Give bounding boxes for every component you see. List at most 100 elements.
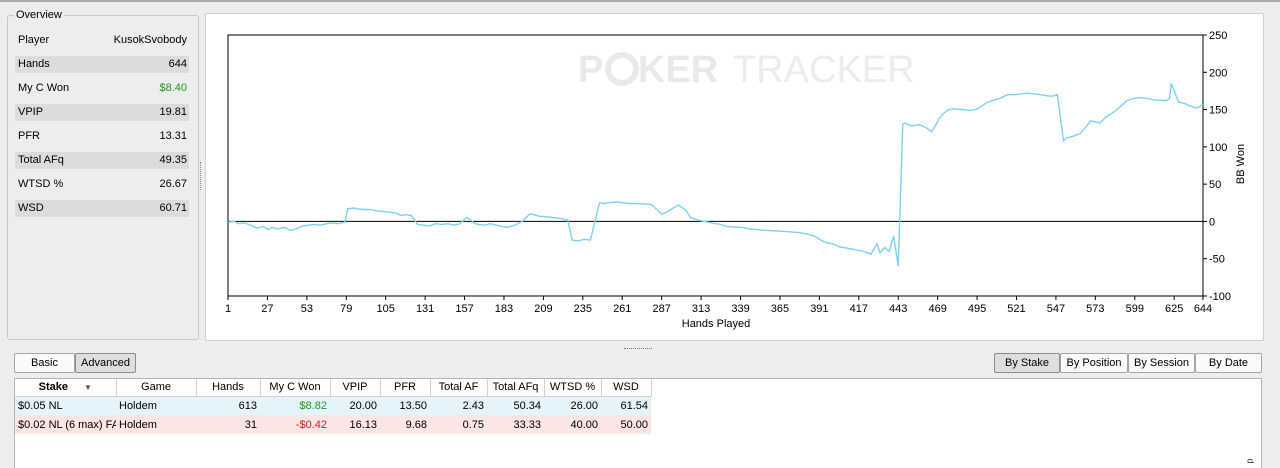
overview-panel: [7, 15, 199, 340]
col-header-stake-label: Stake: [38, 381, 68, 394]
bb-won-chart: P KER TRACKER 1 27 53 79 105 131 157 183 209 235 2…: [225, 30, 1247, 330]
overview-row: Total AFq 49.35: [15, 152, 189, 169]
x-tick-label: 599: [1126, 303, 1144, 315]
by-date-tab[interactable]: By Date: [1195, 353, 1262, 373]
cell-wtsd: 26.00: [544, 396, 601, 415]
cell-stake: $0.02 NL (6 max) FAST: [15, 415, 116, 434]
overview-row-label: Player: [18, 34, 50, 46]
cell-total-afq: 50.34: [487, 396, 544, 415]
overview-row-label: VPIP: [18, 106, 44, 118]
x-tick-label: 547: [1047, 303, 1065, 315]
cell-total-af: 0.75: [430, 415, 487, 434]
overview-row-value: 60.71: [159, 202, 187, 214]
x-tick-label: 521: [1007, 303, 1025, 315]
watermark-text-tracker: TRACKER: [733, 49, 915, 91]
x-tick-label: 339: [731, 303, 749, 315]
x-tick-label: 573: [1086, 303, 1104, 315]
watermark-text-p: P: [578, 49, 603, 91]
cell-my-c-won: $8.82: [260, 396, 330, 415]
x-tick-label: 105: [377, 303, 395, 315]
overview-title: Overview: [14, 9, 64, 21]
x-tick-label: 261: [613, 303, 631, 315]
overview-row: WSD 60.71: [15, 200, 189, 217]
by-session-tab[interactable]: By Session: [1128, 353, 1195, 373]
cell-game: Holdem: [116, 415, 196, 434]
y-tick-label: -100: [1209, 291, 1231, 303]
sort-down-icon[interactable]: ▼: [83, 383, 92, 393]
col-header-total-afq[interactable]: Total AFq: [487, 379, 545, 397]
overview-row-label: WTSD %: [18, 178, 64, 190]
cell-total-af: 2.43: [430, 396, 487, 415]
cell-hands: 613: [196, 396, 260, 415]
x-tick-label: 365: [771, 303, 789, 315]
col-header-total-af[interactable]: Total AF: [430, 379, 488, 397]
window-top-border: [0, 0, 1280, 2]
by-stake-tab[interactable]: By Stake: [994, 353, 1060, 373]
col-header-pfr[interactable]: PFR: [380, 379, 431, 397]
overview-row-label: WSD: [18, 202, 44, 214]
x-tick-label: 417: [850, 303, 868, 315]
overview-row-value: KusokSvobody: [113, 34, 187, 46]
cell-my-c-won: -$0.42: [260, 415, 330, 434]
cell-pfr: 9.68: [380, 415, 430, 434]
cell-wsd: 61.54: [601, 396, 651, 415]
x-tick-label: 183: [495, 303, 513, 315]
x-tick-label: 644: [1194, 303, 1212, 315]
chart-watermark: P KER TRACKER: [578, 49, 915, 91]
x-axis-label: Hands Played: [682, 318, 751, 330]
stats-table-panel: Stake ▼ Game Hands My C Won VPIP PFR Tota…: [14, 378, 1262, 468]
overview-row-value: $8.40: [159, 82, 187, 94]
overview-row: PFR 13.31: [15, 128, 189, 145]
x-tick-label: 79: [340, 303, 352, 315]
overview-row: Player KusokSvobody: [15, 32, 189, 49]
cell-wtsd: 40.00: [544, 415, 601, 434]
x-tick-label: 157: [455, 303, 473, 315]
cell-vpip: 20.00: [330, 396, 380, 415]
x-tick-label: 625: [1165, 303, 1183, 315]
overview-row: My C Won $8.40: [15, 80, 189, 97]
advanced-button[interactable]: Advanced: [75, 353, 136, 373]
x-tick-label: 313: [692, 303, 710, 315]
col-header-game[interactable]: Game: [116, 379, 197, 397]
overview-row: Hands 644: [15, 56, 189, 73]
y-tick-label: 50: [1209, 179, 1221, 191]
x-tick-label: 209: [534, 303, 552, 315]
overview-row: VPIP 19.81: [15, 104, 189, 121]
col-header-my-c-won[interactable]: My C Won: [260, 379, 331, 397]
table-row[interactable]: $0.02 NL (6 max) FAST Holdem 31 -$0.42 1…: [15, 415, 651, 434]
col-header-stake[interactable]: Stake ▼: [15, 379, 117, 397]
overview-row-label: PFR: [18, 130, 40, 142]
by-position-tab[interactable]: By Position: [1060, 353, 1128, 373]
x-tick-label: 443: [889, 303, 907, 315]
x-tick-label: 27: [261, 303, 273, 315]
col-header-vpip[interactable]: VPIP: [330, 379, 381, 397]
basic-button[interactable]: Basic: [14, 353, 75, 373]
table-row[interactable]: $0.05 NL Holdem 613 $8.82 20.00 13.50 2.…: [15, 396, 651, 415]
overview-row-value: 49.35: [159, 154, 187, 166]
overview-row: WTSD % 26.67: [15, 176, 189, 193]
x-tick-label: 131: [416, 303, 434, 315]
overview-row-value: 644: [168, 58, 187, 70]
overview-row-label: Hands: [18, 58, 50, 70]
x-tick-label: 495: [968, 303, 986, 315]
plot-area-frame: [227, 34, 1204, 297]
y-tick-label: 150: [1209, 105, 1227, 117]
stats-table: Stake ▼ Game Hands My C Won VPIP PFR Tota…: [15, 379, 652, 434]
chart-panel: P KER TRACKER 1 27 53 79 105 131 157 183 209 235 2…: [205, 13, 1264, 341]
y-tick-label: -50: [1209, 254, 1225, 266]
col-header-wtsd[interactable]: WTSD %: [544, 379, 602, 397]
horizontal-splitter[interactable]: [624, 348, 652, 350]
cell-wsd: 50.00: [601, 415, 651, 434]
vertical-splitter[interactable]: [200, 162, 203, 190]
x-tick-label: 53: [301, 303, 313, 315]
watermark-text-ker: KER: [638, 49, 718, 91]
bb-won-series-line: [227, 83, 1204, 267]
table-header-row: Stake ▼ Game Hands My C Won VPIP PFR Tota…: [15, 379, 652, 397]
x-tick-label: 1: [225, 303, 231, 315]
col-header-wsd[interactable]: WSD: [601, 379, 652, 397]
overview-row-value: 19.81: [159, 106, 187, 118]
y-tick-label: 100: [1209, 142, 1227, 154]
watermark-chip-icon: [605, 52, 639, 86]
col-header-hands[interactable]: Hands: [196, 379, 261, 397]
x-tick-label: 287: [652, 303, 670, 315]
